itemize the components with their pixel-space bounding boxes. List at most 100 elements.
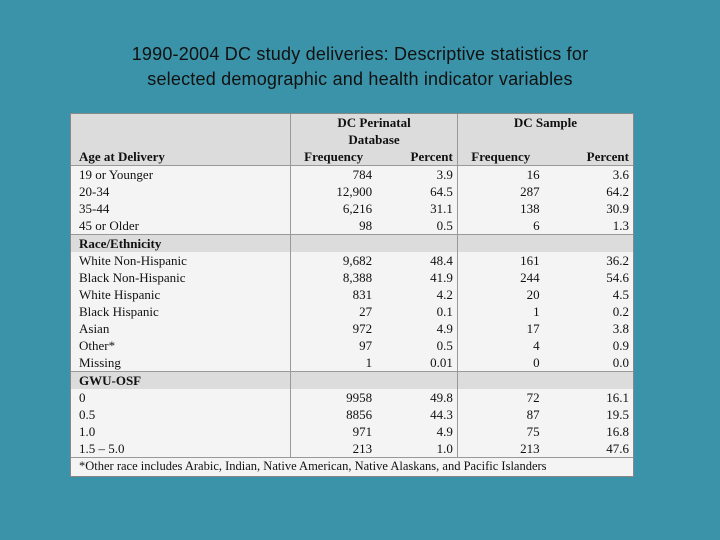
sample-percent: 0.2	[612, 304, 629, 319]
sample-percent: 1.3	[612, 218, 629, 233]
row-label: 20-34	[79, 184, 110, 199]
row-label: 35-44	[79, 201, 110, 216]
db-percent: 0.1	[436, 304, 453, 319]
sample-percent: 3.8	[612, 321, 629, 336]
db-percent: 41.9	[430, 270, 453, 285]
row-label-header: Age at Delivery	[71, 148, 291, 166]
table-row: White Hispanic 831 4.2 20 4.5	[71, 286, 633, 303]
row-label: Missing	[79, 355, 121, 370]
sample-percent: 30.9	[606, 201, 629, 216]
section-header-row: Race/Ethnicity	[71, 234, 633, 252]
gwu-section: GWU-OSF	[71, 371, 633, 389]
table-row: 0.5 8856 44.3 87 19.5	[71, 406, 633, 423]
row-label: 0.5	[79, 407, 96, 422]
row-label: White Non-Hispanic	[79, 253, 187, 268]
row-label: White Hispanic	[79, 287, 161, 302]
row-label: 19 or Younger	[71, 165, 291, 183]
race-rows: White Non-Hispanic 9,682 48.4 161 36.2 Black …	[71, 252, 633, 372]
db-percent: 31.1	[430, 201, 453, 216]
sample-frequency: 0	[456, 354, 544, 372]
sample-percent: 64.2	[606, 184, 629, 199]
race-section-header: Race/Ethnicity	[71, 234, 291, 252]
row-label: 1.0	[79, 424, 96, 439]
sample-percent: 0.0	[612, 355, 629, 370]
sample-percent: 16.8	[606, 424, 629, 439]
sample-frequency: 213	[456, 440, 544, 457]
row-label: Asian	[79, 321, 110, 336]
db-frequency: 784	[290, 165, 377, 183]
gwu-section-header: GWU-OSF	[71, 371, 291, 389]
table-row: 35-44 6,216 31.1 138 30.9	[71, 200, 633, 217]
table-row: 0 9958 49.8 72 16.1	[71, 389, 633, 406]
sample-frequency: 4	[456, 337, 544, 354]
sample-frequency: 20	[456, 286, 544, 303]
slide-title: 1990-2004 DC study deliveries: Descripti…	[60, 42, 660, 92]
column-header-row: Age at Delivery Frequency Percent Freque…	[71, 148, 633, 166]
row-label: Black Hispanic	[79, 304, 159, 319]
sample-percent: 36.2	[606, 253, 629, 268]
col-header-percent-db: Percent	[376, 148, 458, 166]
group-header-row: DC Perinatal Database DC Sample	[71, 114, 633, 148]
db-percent: 0.5	[436, 218, 453, 233]
sample-frequency: 17	[456, 320, 544, 337]
group-header-perinatal-line1: DC Perinatal	[337, 115, 411, 130]
table-row: Other* 97 0.5 4 0.9	[71, 337, 633, 354]
db-frequency: 9958	[290, 389, 377, 406]
db-percent: 49.8	[430, 390, 453, 405]
sample-percent: 4.5	[612, 287, 629, 302]
section-header-row: GWU-OSF	[71, 371, 633, 389]
sample-percent: 3.6	[543, 165, 633, 183]
sample-frequency: 287	[456, 183, 544, 200]
db-percent: 64.5	[430, 184, 453, 199]
db-frequency: 8856	[290, 406, 377, 423]
table-row: 19 or Younger 784 3.9 16 3.6	[71, 165, 633, 183]
table-row: Asian 972 4.9 17 3.8	[71, 320, 633, 337]
db-percent: 48.4	[430, 253, 453, 268]
race-section: Race/Ethnicity	[71, 234, 633, 252]
db-frequency: 972	[290, 320, 377, 337]
sample-percent: 16.1	[606, 390, 629, 405]
table-row: White Non-Hispanic 9,682 48.4 161 36.2	[71, 252, 633, 269]
db-frequency: 1	[290, 354, 377, 372]
sample-percent: 19.5	[606, 407, 629, 422]
db-percent: 44.3	[430, 407, 453, 422]
title-line-1: 1990-2004 DC study deliveries: Descripti…	[131, 44, 589, 64]
db-frequency: 9,682	[290, 252, 377, 269]
table-row: 1.5 – 5.0 213 1.0 213 47.6	[71, 440, 633, 457]
table-row: Black Non-Hispanic 8,388 41.9 244 54.6	[71, 269, 633, 286]
table-row: Missing 1 0.01 0 0.0	[71, 354, 633, 372]
group-header-perinatal-line2: Database	[348, 132, 400, 147]
db-frequency: 213	[290, 440, 377, 457]
gwu-rows: 0 9958 49.8 72 16.1 0.5 8856 44.3 87 19.5 1.0 971 4.…	[71, 389, 633, 457]
db-frequency: 27	[290, 303, 377, 320]
db-frequency: 12,900	[290, 183, 377, 200]
db-frequency: 831	[290, 286, 377, 303]
sample-percent: 54.6	[606, 270, 629, 285]
sample-percent: 47.6	[606, 441, 629, 456]
col-header-percent-sample: Percent	[543, 148, 633, 166]
col-header-frequency-sample: Frequency	[456, 148, 544, 166]
sample-frequency: 6	[456, 217, 544, 235]
db-percent: 1.0	[436, 441, 453, 456]
sample-frequency: 75	[456, 423, 544, 440]
db-frequency: 98	[290, 217, 377, 235]
sample-frequency: 16	[456, 165, 544, 183]
table-row: 45 or Older 98 0.5 6 1.3	[71, 217, 633, 235]
db-frequency: 97	[290, 337, 377, 354]
db-percent: 3.9	[376, 165, 458, 183]
sample-frequency: 87	[456, 406, 544, 423]
db-percent: 0.01	[430, 355, 453, 370]
db-percent: 0.5	[436, 338, 453, 353]
sample-percent: 0.9	[612, 338, 629, 353]
table-row: 1.0 971 4.9 75 16.8	[71, 423, 633, 440]
db-percent: 4.9	[436, 321, 453, 336]
row-label: Other*	[79, 338, 116, 353]
statistics-table: DC Perinatal Database DC Sample Age at D…	[70, 113, 634, 477]
sample-frequency: 1	[456, 303, 544, 320]
sample-frequency: 138	[456, 200, 544, 217]
db-percent: 4.2	[436, 287, 453, 302]
row-label: Black Non-Hispanic	[79, 270, 186, 285]
title-line-2: selected demographic and health indicato…	[147, 69, 573, 89]
table-row: 20-34 12,900 64.5 287 64.2	[71, 183, 633, 200]
db-percent: 4.9	[436, 424, 453, 439]
